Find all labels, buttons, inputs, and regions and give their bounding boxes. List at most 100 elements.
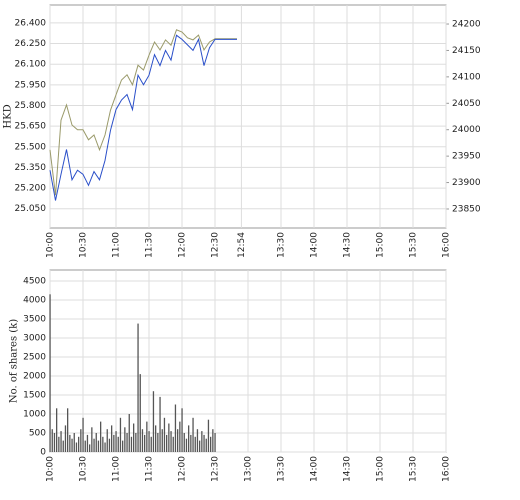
volume-bar [73, 433, 75, 452]
volume-bar [194, 436, 196, 452]
volume-bar [104, 442, 106, 452]
y2-tick-label: 24150 [452, 46, 481, 56]
volume-bar [102, 436, 104, 452]
volume-bar [179, 421, 181, 452]
y-tick-label: 26.100 [15, 60, 47, 70]
y-tick-label: 2500 [23, 353, 46, 363]
volume-bar [128, 414, 130, 452]
volume-bar [183, 433, 185, 452]
y-tick-label: 3500 [23, 315, 46, 325]
volume-bar [62, 440, 64, 452]
volume-bar [69, 434, 71, 452]
x-tick-label: 10:30 [79, 456, 89, 482]
y-tick-label: 0 [40, 448, 46, 458]
volume-bar [56, 408, 58, 452]
x-tick-label: 11:30 [145, 232, 155, 258]
volume-bar [111, 425, 113, 452]
x-tick-label: 13:30 [277, 456, 287, 482]
volume-bar [93, 438, 95, 452]
volume-bar [78, 436, 80, 452]
volume-bar [170, 431, 172, 452]
price-line [49, 29, 237, 196]
volume-bar [67, 408, 69, 452]
y2-tick-label: 24100 [452, 72, 481, 82]
x-tick-label: 10:00 [46, 232, 56, 258]
volume-bar [150, 436, 152, 452]
volume-bar [141, 429, 144, 452]
y-tick-label: 25.500 [15, 142, 47, 152]
y2-tick-label: 24200 [452, 20, 481, 30]
volume-bar [135, 433, 137, 452]
y-axis-label: HKD [3, 104, 14, 128]
x-tick-label: 15:00 [376, 456, 386, 482]
volume-bar [64, 425, 67, 452]
y-tick-label: 25.650 [15, 122, 47, 132]
volume-bar [181, 408, 183, 452]
volume-bar [108, 438, 111, 452]
x-tick-label: 12:30 [211, 232, 221, 258]
volume-bar [168, 423, 170, 452]
volume-bar [100, 421, 102, 452]
y2-tick-label: 23950 [452, 152, 481, 162]
y-tick-label: 4500 [23, 277, 46, 287]
volume-bar [137, 323, 139, 452]
y2-tick-label: 23900 [452, 178, 481, 188]
volume-bar [212, 429, 214, 452]
volume-bar [177, 429, 179, 452]
volume-bar [91, 427, 93, 452]
x-tick-label: 15:00 [376, 232, 386, 258]
x-tick-label: 12:00 [178, 232, 188, 258]
y-tick-label: 25.350 [15, 163, 47, 173]
volume-bar [49, 294, 51, 452]
volume-bar [174, 404, 177, 452]
volume-bar [185, 438, 188, 452]
y-axis-label: No. of shares (k) [9, 319, 20, 403]
volume-bar [214, 433, 216, 452]
y-tick-label: 25.050 [15, 204, 47, 214]
volume-bar [130, 436, 133, 452]
x-tick-label: 16:00 [442, 232, 452, 258]
volume-bar [58, 436, 60, 452]
volume-bar [84, 440, 86, 452]
volume-bar [97, 440, 100, 452]
volume-bar [75, 442, 78, 452]
y-tick-label: 2000 [23, 372, 46, 382]
x-tick-label: 12:30 [211, 456, 221, 482]
volume-bar [148, 431, 150, 452]
y-tick-label: 1500 [23, 391, 46, 401]
x-tick-label: 11:30 [145, 456, 155, 482]
volume-bar [196, 429, 199, 452]
volume-bar [119, 417, 122, 452]
x-tick-label: 11:00 [112, 456, 122, 482]
x-tick-label: 15:30 [409, 456, 419, 482]
volume-bar [139, 374, 141, 452]
volume-bar [86, 434, 89, 452]
volume-bar [210, 436, 212, 452]
volume-bar [60, 431, 62, 452]
x-tick-label: 15:30 [409, 232, 419, 258]
y-tick-label: 1000 [23, 410, 46, 420]
volume-bar [82, 417, 84, 452]
volume-bar [53, 433, 56, 452]
y-tick-label: 25.800 [15, 101, 47, 111]
x-tick-label: 11:00 [112, 232, 122, 258]
x-tick-label: 10:30 [79, 232, 89, 258]
volume-bar [133, 423, 135, 452]
volume-bar [89, 444, 91, 452]
volume-bar [71, 438, 73, 452]
volume-bar [205, 438, 207, 452]
volume-bar [161, 429, 163, 452]
volume-bar [190, 434, 192, 452]
volume-bar [203, 434, 205, 452]
y2-tick-label: 24050 [452, 99, 481, 109]
y2-tick-label: 24000 [452, 125, 481, 135]
x-tick-label: 14:00 [310, 456, 320, 482]
volume-bar [113, 434, 115, 452]
volume-bar [80, 429, 82, 452]
volume-bar [115, 431, 117, 452]
volume-bar [199, 440, 201, 452]
volume-bar [122, 440, 124, 452]
volume-bar [192, 417, 194, 452]
x-tick-label: 13:00 [244, 456, 254, 482]
